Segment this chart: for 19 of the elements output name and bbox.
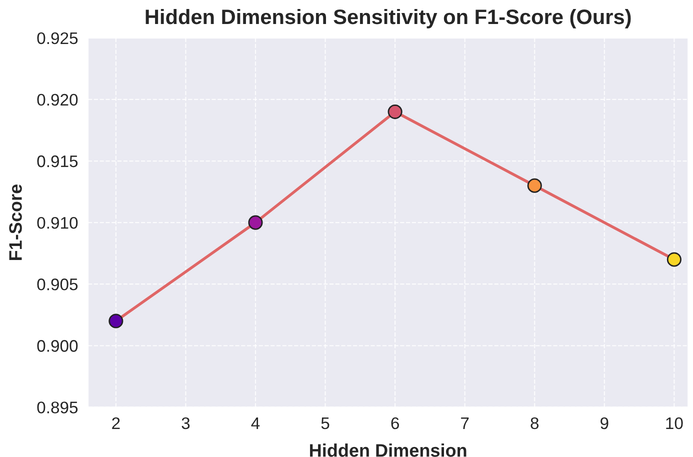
y-tick-label: 0.910 bbox=[37, 216, 78, 229]
x-tick-label: 3 bbox=[182, 417, 190, 430]
y-axis-title: F1-Score bbox=[9, 184, 22, 260]
x-tick-label: 7 bbox=[461, 418, 469, 429]
chart-title: Hidden Dimension Sensitivity on F1-Score (Ours) bbox=[146, 8, 631, 28]
x-tick-label: 5 bbox=[321, 418, 330, 430]
y-tick-label: 0.925 bbox=[37, 32, 78, 44]
y-tick-label: 0.900 bbox=[37, 340, 78, 352]
x-tick-label: 6 bbox=[391, 417, 399, 430]
x-tick-label: 4 bbox=[251, 418, 260, 429]
x-tick-label: 10 bbox=[666, 417, 683, 430]
x-tick-label: 8 bbox=[530, 417, 539, 430]
y-tick-label: 0.895 bbox=[37, 402, 78, 414]
y-tick-label: 0.905 bbox=[37, 278, 78, 290]
y-tick-label: 0.915 bbox=[37, 155, 78, 168]
x-tick-label: 9 bbox=[600, 417, 608, 430]
x-axis-title: Hidden Dimension bbox=[310, 444, 466, 457]
y-tick-label: 0.920 bbox=[37, 94, 78, 106]
x-tick-label: 2 bbox=[112, 417, 120, 429]
